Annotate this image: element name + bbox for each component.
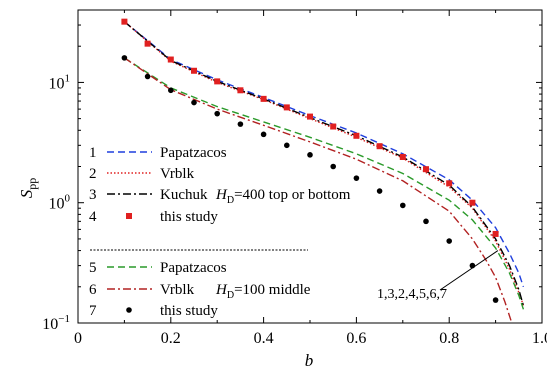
data-point xyxy=(284,142,290,149)
y-tick-label: 101 xyxy=(49,72,71,92)
x-axis-label: b xyxy=(305,351,314,370)
x-tick-label: 0.2 xyxy=(161,330,181,347)
data-point xyxy=(446,180,453,187)
data-point xyxy=(307,113,313,120)
legend-marker xyxy=(126,307,132,313)
legend-label: this study xyxy=(160,303,218,319)
series-line xyxy=(124,57,513,324)
data-point xyxy=(492,230,499,237)
legend-number: 1 xyxy=(89,145,97,161)
legend-group-label: HD=100 middle xyxy=(215,282,311,301)
data-point xyxy=(214,110,220,117)
data-point xyxy=(121,18,128,25)
legend-item-5: 5 Papatzacos xyxy=(89,260,227,276)
x-tick-label: 1.0 xyxy=(532,330,547,347)
legend-item-1: 1 Papatzacos xyxy=(89,145,227,161)
data-point xyxy=(260,95,267,102)
data-point xyxy=(423,166,429,173)
legend-number: 2 xyxy=(89,166,97,182)
series-4 xyxy=(121,18,499,237)
legend-number: 7 xyxy=(89,303,97,319)
x-tick-label: 0 xyxy=(74,330,82,347)
data-point xyxy=(423,218,429,225)
series-5 xyxy=(124,57,525,310)
x-tick-label: 0.8 xyxy=(439,330,459,347)
data-point xyxy=(144,40,151,47)
legend-label: Papatzacos xyxy=(160,260,227,276)
legend-number: 4 xyxy=(89,209,97,225)
data-point xyxy=(376,143,383,150)
data-point xyxy=(376,188,383,194)
data-point xyxy=(144,73,151,80)
data-point xyxy=(492,297,499,303)
legend-marker xyxy=(126,213,132,219)
legend-label: Papatzacos xyxy=(160,145,227,161)
series-line xyxy=(124,57,525,310)
data-point xyxy=(330,123,337,130)
y-tick-label: 10−1 xyxy=(42,313,70,333)
data-point xyxy=(469,199,476,206)
legend-number: 3 xyxy=(89,187,97,203)
data-point xyxy=(237,87,244,94)
data-point xyxy=(400,202,406,209)
data-point xyxy=(168,87,174,94)
data-point xyxy=(191,99,197,106)
series-6 xyxy=(124,57,513,324)
x-tick-label: 0.6 xyxy=(346,330,366,347)
data-point xyxy=(121,55,128,61)
data-point xyxy=(446,238,453,244)
plot-frame xyxy=(77,9,543,324)
data-point xyxy=(214,78,221,85)
svg-text:Spp: Spp xyxy=(17,178,39,199)
annotation: 1,3,2,4,5,6,7 xyxy=(377,250,499,302)
data-point xyxy=(237,121,244,127)
series-layer: 1,3,2,4,5,6,7 xyxy=(121,18,525,324)
data-point xyxy=(260,131,267,138)
y-axis-label: Spp xyxy=(17,178,39,199)
legend-item-3: 3 Kuchuk xyxy=(89,187,208,203)
legend-group-label: HD=400 top or bottom xyxy=(215,187,351,206)
y-tick-label: 100 xyxy=(49,193,71,213)
axes: 0 0.2 0.4 0.6 0.8 1.0 101 100 10−1 xyxy=(42,9,547,347)
legend-item-6: 6 Vrblk xyxy=(89,282,195,298)
legend-label: this study xyxy=(160,209,218,225)
data-point xyxy=(307,152,313,158)
y-axis-label-sub: pp xyxy=(25,178,39,190)
annotation-label: 1,3,2,4,5,6,7 xyxy=(377,287,447,302)
legend-number: 6 xyxy=(89,282,97,298)
legend-item-7: 7 this study xyxy=(89,303,218,319)
legend: 1 Papatzacos 2 Vrblk 3 Kuchuk 4 this study 5 Papa… xyxy=(89,145,351,319)
y-axis-label-main: S xyxy=(17,189,36,198)
legend-item-2: 2 Vrblk xyxy=(89,166,195,182)
data-point xyxy=(353,175,360,181)
data-point xyxy=(167,56,174,63)
labels: b Spp xyxy=(17,178,313,370)
data-point xyxy=(353,132,360,139)
legend-number: 5 xyxy=(89,260,97,276)
data-point xyxy=(399,153,406,160)
data-point xyxy=(283,104,290,111)
annotation-pointer xyxy=(439,250,499,291)
data-point xyxy=(330,163,337,170)
series-7 xyxy=(121,55,499,303)
legend-label: Kuchuk xyxy=(160,187,208,203)
legend-label: Vrblk xyxy=(160,282,195,298)
legend-label: Vrblk xyxy=(160,166,195,182)
data-point xyxy=(191,67,197,74)
legend-item-4: 4 this study xyxy=(89,209,218,225)
x-tick-label: 0.4 xyxy=(254,330,274,347)
